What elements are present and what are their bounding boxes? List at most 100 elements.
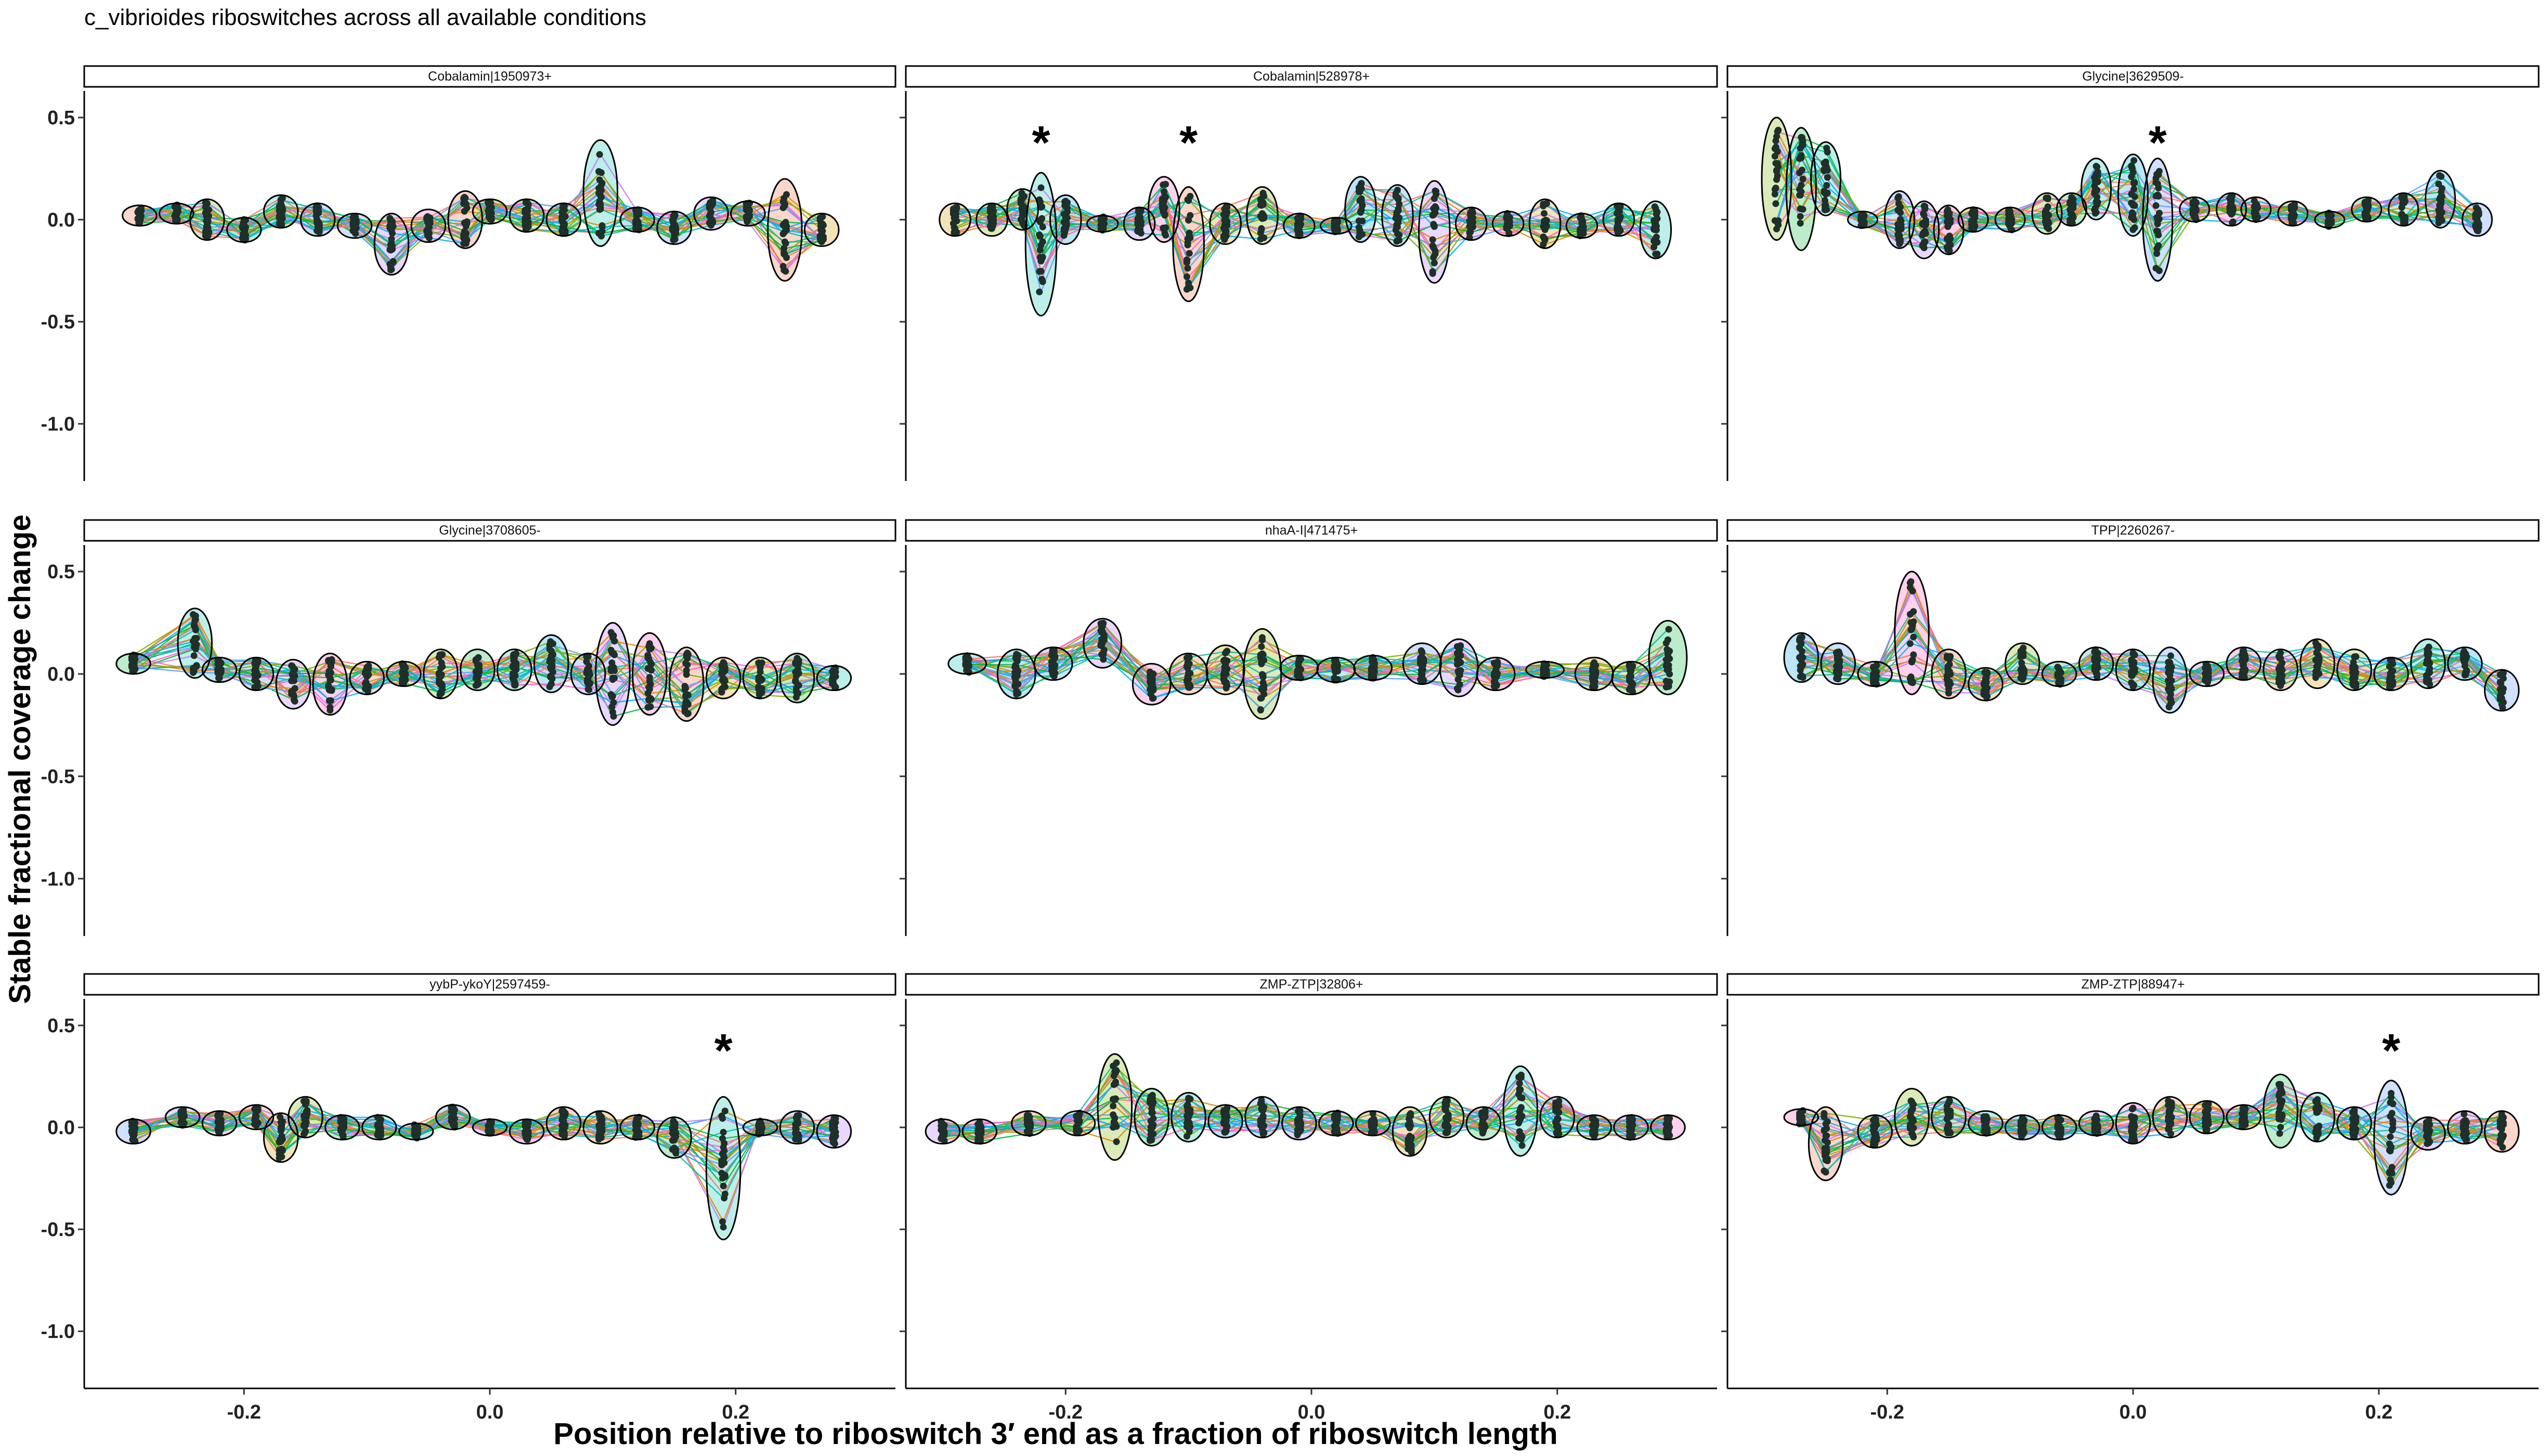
data-point	[302, 1121, 309, 1128]
data-point	[2167, 652, 2175, 659]
ellipse-outline	[2299, 638, 2335, 690]
data-point	[2129, 211, 2137, 218]
data-point	[634, 221, 641, 228]
data-point	[684, 655, 691, 662]
data-point	[276, 203, 283, 210]
condition-line	[955, 188, 1656, 261]
data-point	[509, 663, 516, 670]
data-point	[2386, 1168, 2393, 1176]
data-point	[2351, 1129, 2359, 1136]
data-point	[2327, 214, 2334, 221]
data-point	[989, 203, 996, 211]
data-point	[1920, 221, 1927, 228]
panel-2: Cobalamin|528978+* *	[900, 65, 1718, 481]
condition-line	[133, 615, 834, 697]
data-point	[1541, 671, 1549, 678]
data-point	[1872, 1137, 1879, 1145]
data-point	[721, 1194, 728, 1202]
ellipse-outline	[1576, 1114, 1612, 1141]
data-point	[2154, 228, 2161, 235]
condition-line	[1801, 628, 2502, 684]
data-point	[2401, 194, 2408, 201]
data-point	[1860, 214, 1867, 222]
ellipse-outline	[1086, 215, 1119, 233]
ellipse-outline	[2005, 642, 2040, 685]
data-point	[2019, 1114, 2026, 1122]
data-point	[720, 659, 727, 667]
data-point	[596, 151, 603, 158]
data-point	[1579, 228, 1587, 236]
condition-line	[1801, 620, 2502, 690]
data-point	[1654, 250, 1661, 257]
data-point	[400, 670, 408, 678]
data-point	[2387, 1147, 2394, 1154]
data-point	[819, 213, 826, 220]
data-point	[2129, 649, 2137, 657]
ellipse-outline	[159, 202, 194, 225]
data-point	[2278, 1116, 2285, 1123]
data-point	[1110, 1102, 1117, 1110]
data-point	[1910, 618, 1917, 626]
data-point	[2387, 1133, 2394, 1140]
data-point	[1591, 1129, 1598, 1137]
figure-title: c_vibrioides riboswitches across all ava…	[84, 5, 646, 30]
data-point	[1149, 1124, 1156, 1131]
data-point	[1946, 678, 1953, 685]
data-point	[460, 235, 467, 242]
data-point	[1897, 209, 1904, 216]
data-point	[1063, 219, 1070, 227]
data-point	[1148, 678, 1155, 685]
data-point	[965, 659, 972, 666]
data-point	[595, 185, 603, 192]
significance-star: *	[1179, 117, 1198, 169]
condition-line	[1800, 1093, 2502, 1141]
data-point	[1773, 167, 1780, 175]
ellipse-outline	[2189, 660, 2225, 687]
data-point	[782, 225, 789, 232]
data-point	[1418, 647, 1425, 654]
data-point	[2057, 1130, 2064, 1137]
data-point	[2131, 224, 2138, 231]
data-point	[1038, 203, 1046, 210]
data-point	[2497, 680, 2504, 687]
data-point	[1408, 1146, 1415, 1153]
data-point	[547, 672, 554, 680]
data-point	[1392, 226, 1399, 233]
data-point	[781, 267, 788, 274]
data-point	[645, 655, 653, 662]
data-point	[2091, 178, 2099, 185]
ellipse-outline	[497, 648, 532, 692]
ellipse-outline	[1491, 211, 1525, 237]
data-point	[976, 1127, 983, 1134]
data-point	[1220, 1107, 1227, 1114]
ellipse-outline	[300, 202, 336, 237]
data-point	[1185, 1096, 1192, 1103]
data-point	[2253, 215, 2260, 222]
data-point	[2155, 210, 2163, 217]
ellipse-outline	[1242, 628, 1282, 720]
data-point	[1259, 673, 1267, 681]
data-point	[463, 220, 471, 227]
data-point	[254, 672, 261, 680]
panel-5: nhaA-I|471475+	[900, 519, 1718, 936]
data-point	[1542, 666, 1550, 673]
data-point	[1615, 216, 1622, 223]
ellipse-outline	[779, 1110, 815, 1145]
data-point	[1183, 259, 1190, 266]
data-point	[214, 1112, 222, 1120]
data-point	[1258, 685, 1265, 693]
condition-line	[139, 196, 822, 244]
data-point	[1627, 685, 1634, 692]
data-point	[2401, 199, 2408, 206]
data-point	[523, 1132, 530, 1139]
panel-1: Cobalamin|1950973+0.50.0-0.5-1.0	[41, 65, 896, 481]
data-point	[131, 1128, 138, 1136]
data-point	[510, 651, 517, 658]
data-point	[1221, 205, 1228, 213]
data-point	[437, 681, 444, 688]
data-point	[327, 687, 334, 694]
ellipse-outline	[1565, 213, 1598, 239]
data-point	[792, 678, 799, 685]
condition-line	[139, 203, 822, 245]
data-point	[1160, 205, 1167, 212]
